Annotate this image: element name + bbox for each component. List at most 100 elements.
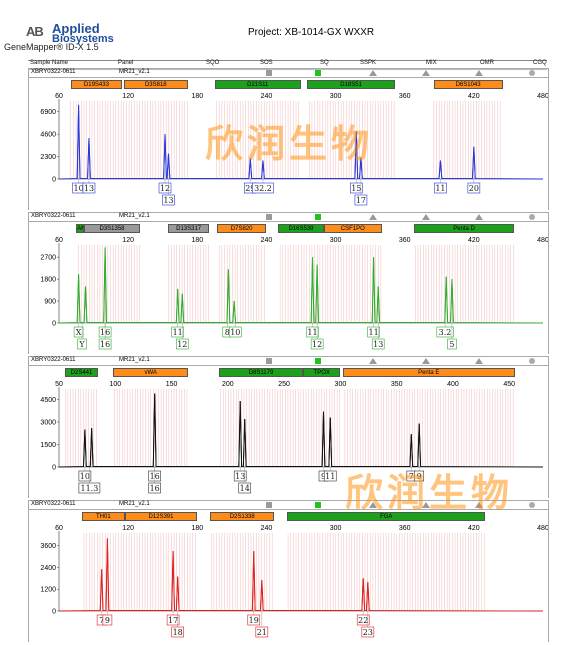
locus-marker[interactable]: D2S1338	[209, 512, 275, 521]
allele-box	[323, 470, 337, 482]
allele-box	[255, 626, 269, 638]
mix-flag-icon	[422, 502, 430, 508]
software-version: GeneMapper® ID-X 1.5	[4, 42, 99, 52]
locus-marker[interactable]: Penta D	[413, 224, 515, 233]
sqo-flag-icon	[266, 214, 272, 220]
peak	[180, 293, 185, 324]
peak	[175, 576, 180, 612]
allele-box	[467, 182, 481, 194]
locus-marker[interactable]: D21S11	[214, 80, 301, 89]
allele-label: 22	[358, 616, 368, 625]
logo-line1: Applied	[52, 21, 100, 36]
sqo-flag-icon	[266, 358, 272, 364]
watermark-top: 欣润生物	[205, 121, 374, 166]
allele-box	[361, 626, 375, 638]
x-tick-label: 180	[191, 93, 203, 100]
peak	[359, 157, 363, 180]
sq-pass-icon	[315, 70, 321, 76]
peak	[232, 301, 237, 324]
locus-marker[interactable]: D13S317	[168, 224, 209, 233]
allele-label: 9	[417, 472, 422, 481]
column-header-row: Sample Name Panel SQO SOS SQ SSPK MIX OM…	[28, 60, 547, 70]
locus-marker[interactable]: D3S818	[123, 80, 189, 89]
panel-name: MR21_v2.1	[119, 357, 150, 363]
allele-box	[171, 326, 184, 338]
locus-marker[interactable]: D6S1043	[433, 80, 503, 89]
peak	[328, 417, 333, 468]
x-tick-label: 240	[261, 237, 273, 244]
allele-box	[176, 338, 189, 350]
electropherogram-plot: 60 120 180 240 300 360 420 480 3600 2400 1200 0 7 9 17…	[40, 525, 548, 638]
locus-marker[interactable]: D3S1358	[84, 224, 140, 233]
y-tick-label: 4500	[40, 397, 56, 404]
allele-box	[77, 338, 87, 350]
allele-box	[350, 182, 363, 194]
allele-label: 13	[84, 184, 94, 193]
allele-box	[148, 482, 161, 494]
panel-name: MR21_v2.1	[119, 501, 150, 507]
allele-label: 12	[177, 340, 187, 349]
allele-label: 13	[373, 340, 383, 349]
locus-marker[interactable]: D2S441	[64, 368, 99, 377]
allele-label: 16	[150, 484, 160, 493]
allele-label: 10	[230, 328, 240, 337]
peak	[361, 578, 366, 612]
locus-marker[interactable]: TPOX	[303, 368, 341, 377]
sq-pass-icon	[315, 358, 321, 364]
sspk-flag-icon	[369, 70, 377, 76]
locus-marker[interactable]: D7S820	[216, 224, 267, 233]
locus-marker[interactable]: AMEL	[76, 224, 85, 233]
peak	[82, 429, 87, 468]
x-tick-label: 480	[537, 237, 548, 244]
locus-marker[interactable]: D12S391	[124, 512, 198, 521]
allele-label: 11	[173, 328, 183, 337]
locus-marker[interactable]: CSF1PO	[324, 224, 382, 233]
loci-bar: D19S433 D3S818 D21S11 D18S51 D6S1043	[29, 80, 548, 90]
y-tick-label: 0	[52, 177, 56, 184]
x-tick-label: 420	[468, 237, 480, 244]
peak	[171, 551, 175, 612]
allele-box	[354, 194, 368, 206]
locus-marker[interactable]: FGA	[287, 512, 486, 521]
y-tick-label: 3000	[40, 420, 56, 427]
allele-label: 18	[173, 628, 183, 637]
allele-label: 15	[351, 184, 361, 193]
allele-label: 10	[73, 184, 83, 193]
locus-marker[interactable]: D8S1179	[218, 368, 304, 377]
peak	[163, 134, 167, 180]
x-tick-label: 420	[468, 525, 480, 532]
locus-marker[interactable]: Penta E	[342, 368, 515, 377]
x-tick-label: 300	[335, 381, 347, 388]
sspk-flag-icon	[369, 502, 377, 508]
y-tick-label: 2300	[40, 154, 56, 161]
locus-marker[interactable]: D19S433	[70, 80, 123, 89]
sample-name: XBRY0322-0611	[31, 501, 76, 507]
x-tick-label: 360	[399, 93, 411, 100]
x-tick-label: 300	[330, 525, 342, 532]
allele-box	[306, 326, 319, 338]
locus-marker[interactable]: D18S51	[306, 80, 396, 89]
sample-name: XBRY0322-0611	[31, 213, 76, 219]
allele-label: 20	[469, 184, 479, 193]
locus-marker[interactable]: TH01	[82, 512, 125, 521]
sqo-flag-icon	[266, 502, 272, 508]
allele-label: 19	[249, 616, 259, 625]
x-tick-label: 350	[391, 381, 403, 388]
allele-label: 11	[325, 472, 335, 481]
x-tick-label: 400	[447, 381, 459, 388]
locus-marker[interactable]: vWA	[113, 368, 189, 377]
sample-row: XBRY0322-0611 MR21_v2.1	[29, 501, 548, 510]
x-tick-label: 150	[166, 381, 178, 388]
col-sample-name: Sample Name	[30, 60, 69, 66]
electropherogram-plot: 60 120 180 240 300 360 420 480 2700 1800 900 0 XY 16 1…	[40, 237, 548, 350]
y-tick-label: 1800	[40, 277, 56, 284]
y-tick-label: 0	[52, 609, 56, 616]
peak	[89, 427, 94, 468]
allele-label: 17	[168, 616, 178, 625]
locus-marker[interactable]: D16S539	[277, 224, 325, 233]
peak	[417, 423, 422, 468]
allele-label: 29	[245, 184, 255, 193]
allele-box	[356, 614, 370, 626]
